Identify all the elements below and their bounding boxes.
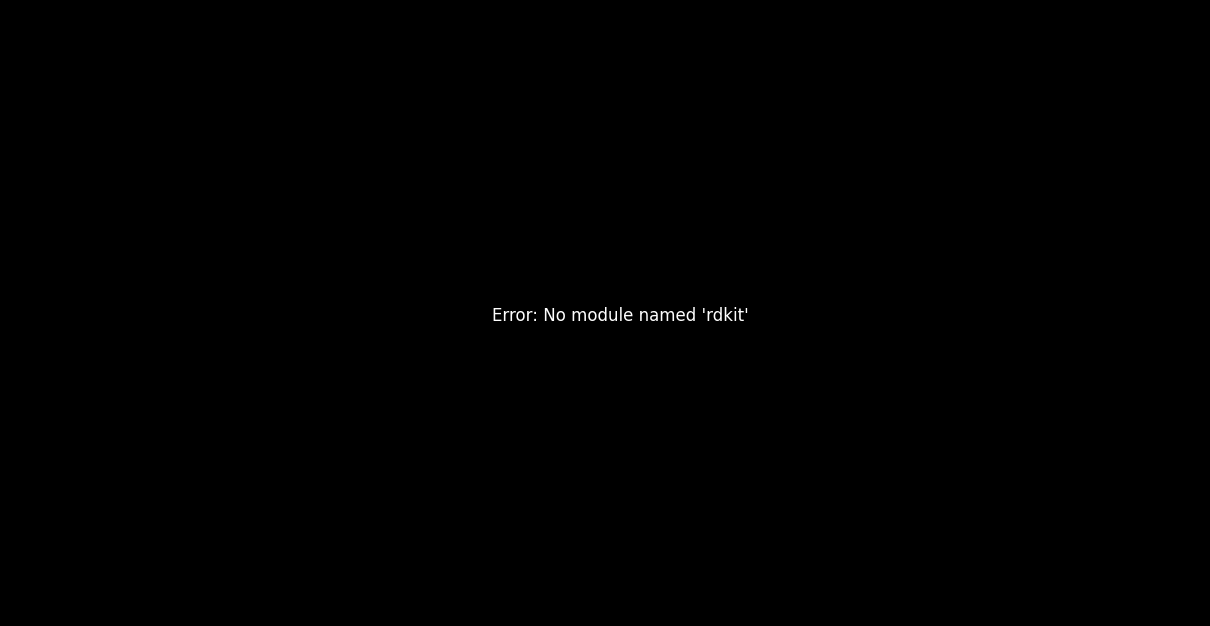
Text: Error: No module named 'rdkit': Error: No module named 'rdkit' xyxy=(491,307,749,325)
